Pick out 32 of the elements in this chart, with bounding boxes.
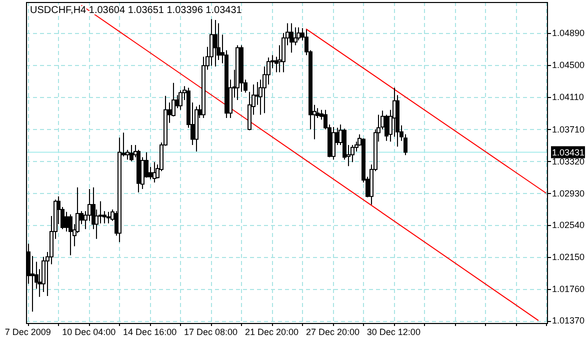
candlestick — [214, 19, 218, 68]
ref-line-label: 1.03431 — [552, 147, 585, 158]
x-tick-label: 7 Dec 2009 — [4, 327, 51, 337]
candlestick — [294, 26, 298, 46]
candlestick — [64, 211, 68, 232]
candlestick — [106, 211, 110, 224]
candlestick — [290, 22, 294, 54]
y-tick-label: 1.03320 — [552, 156, 585, 166]
candlestick — [130, 144, 134, 162]
y-tick-label: 1.01760 — [552, 284, 585, 294]
y-tick-label: 1.02540 — [552, 220, 585, 230]
y-tick-label: 1.03710 — [552, 124, 585, 135]
y-tick-label: 1.04890 — [552, 28, 585, 38]
candlestick — [384, 114, 388, 142]
candlestick — [68, 214, 72, 256]
candlestick — [178, 90, 182, 110]
y-tick-label: 1.01370 — [552, 316, 585, 326]
x-tick-label: 27 Dec 20:00 — [306, 327, 360, 337]
y-tick-label: 1.04500 — [552, 60, 585, 70]
x-tick-label: 17 Dec 08:00 — [184, 327, 238, 337]
candlestick — [210, 18, 214, 66]
x-tick-label: 14 Dec 16:00 — [123, 327, 177, 337]
y-tick-label: 1.02930 — [552, 188, 585, 198]
candlestick — [30, 256, 34, 312]
y-tick-label: 1.02150 — [552, 252, 585, 262]
x-tick-label: 21 Dec 20:00 — [244, 327, 299, 337]
x-tick-label: 10 Dec 04:00 — [62, 327, 116, 337]
candlestick — [332, 126, 336, 160]
x-tick-label: 30 Dec 12:00 — [366, 327, 420, 337]
chart-title: USDCHF,H4 1.03604 1.03651 1.03396 1.03431 — [30, 5, 242, 16]
y-tick-label: 1.04110 — [552, 92, 584, 102]
candlestick — [350, 144, 354, 163]
